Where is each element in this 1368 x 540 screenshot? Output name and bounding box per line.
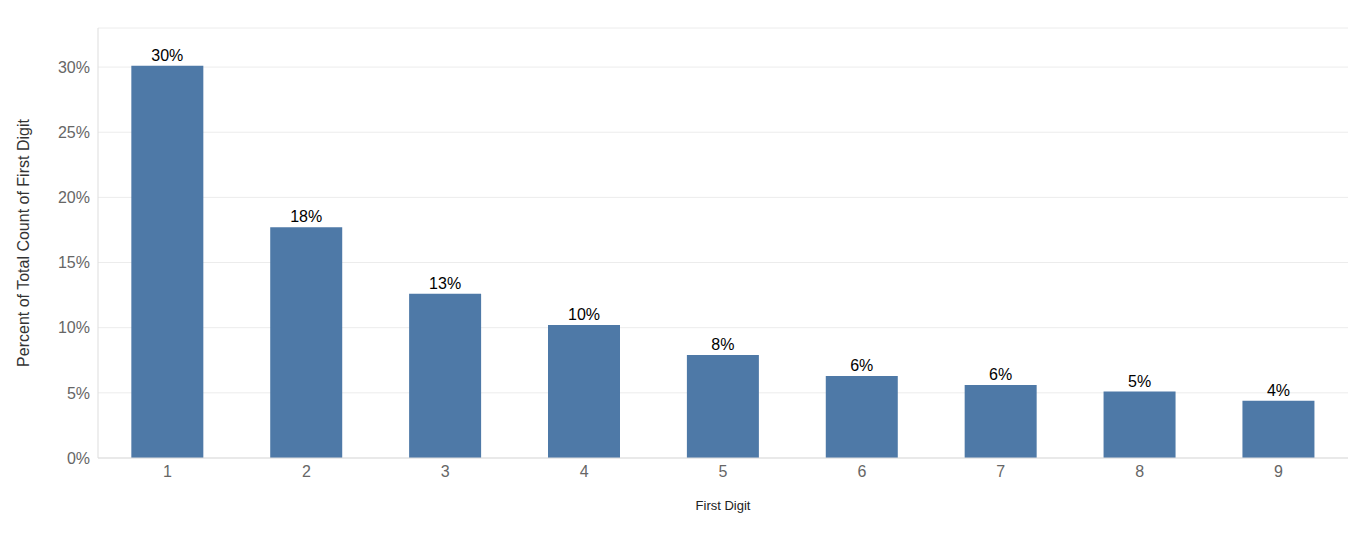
svg-text:2: 2: [302, 463, 311, 480]
svg-text:9: 9: [1274, 463, 1283, 480]
svg-text:3: 3: [441, 463, 450, 480]
svg-text:4: 4: [580, 463, 589, 480]
svg-text:4%: 4%: [1267, 382, 1290, 399]
svg-text:0%: 0%: [67, 450, 90, 467]
svg-text:6%: 6%: [850, 357, 873, 374]
svg-text:13%: 13%: [429, 275, 461, 292]
svg-text:5: 5: [719, 463, 728, 480]
svg-text:5%: 5%: [1128, 373, 1151, 390]
svg-text:15%: 15%: [58, 254, 90, 271]
svg-text:30%: 30%: [58, 59, 90, 76]
svg-text:First Digit: First Digit: [696, 498, 751, 513]
svg-text:30%: 30%: [151, 47, 183, 64]
svg-text:6: 6: [857, 463, 866, 480]
svg-text:8: 8: [1135, 463, 1144, 480]
svg-text:Percent of Total Count of Firs: Percent of Total Count of First Digit: [15, 119, 32, 367]
svg-text:6%: 6%: [989, 366, 1012, 383]
svg-text:1: 1: [163, 463, 172, 480]
svg-text:18%: 18%: [290, 208, 322, 225]
svg-text:5%: 5%: [67, 385, 90, 402]
svg-text:7: 7: [996, 463, 1005, 480]
svg-text:25%: 25%: [58, 124, 90, 141]
svg-text:20%: 20%: [58, 189, 90, 206]
svg-text:10%: 10%: [568, 306, 600, 323]
svg-text:10%: 10%: [58, 319, 90, 336]
svg-text:8%: 8%: [711, 336, 734, 353]
